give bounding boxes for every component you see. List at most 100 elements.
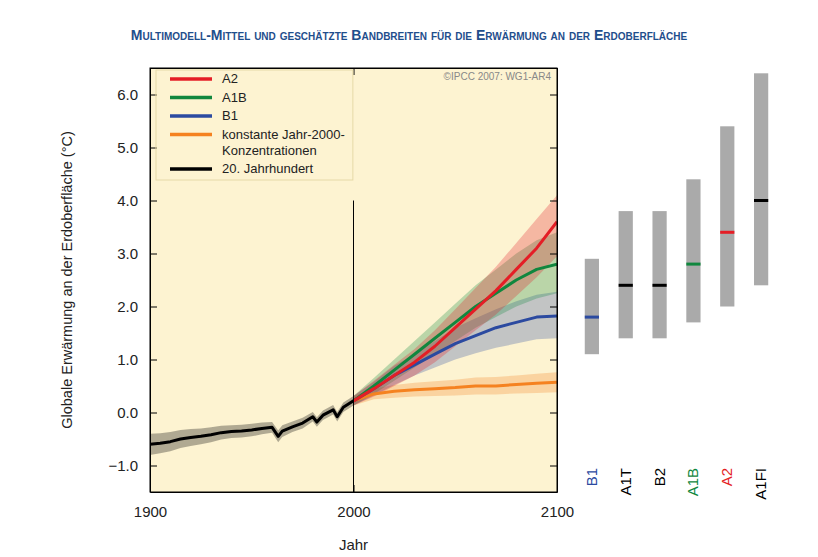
tick-mark: [550, 360, 557, 361]
category-label: A1FI: [752, 468, 769, 500]
legend-label-line: Konzentrationen: [222, 143, 317, 158]
tick: [550, 201, 557, 202]
tick-label: −1.0: [108, 457, 138, 474]
tick: [550, 148, 557, 149]
tick-label: 0.0: [117, 404, 138, 421]
uncertainty-band: [354, 195, 558, 405]
tick: [550, 307, 557, 308]
tick: 1900: [134, 485, 167, 520]
legend-swatch: [170, 167, 212, 171]
best-estimate: [686, 263, 700, 266]
tick-mark: [150, 68, 151, 75]
legend-label: 20. Jahrhundert: [222, 161, 313, 176]
tick-mark: [550, 413, 557, 414]
legend-label: B1: [222, 108, 238, 123]
plot-area: [150, 195, 557, 492]
tick-mark: [550, 254, 557, 255]
title: Multimodell-Mittel und geschätzte Bandbr…: [131, 27, 688, 43]
tick-mark: [150, 254, 157, 255]
y-axis-title: Globale Erwärmung an der Erdoberfläche (…: [59, 131, 75, 429]
tick: [550, 413, 557, 414]
axis: −1.0 0.0 1.0 2.0 3.0 4.0 5.0 6.0: [108, 69, 157, 493]
range-bar: [720, 126, 734, 306]
annotation: ©IPCC 2007: WG1-AR4: [444, 71, 552, 82]
tick-mark: [150, 413, 157, 414]
tick-mark: [150, 307, 157, 308]
legend-label-line: konstante Jahr-2000-: [222, 127, 345, 142]
tick-label: 6.0: [117, 86, 138, 103]
x-axis-title: Jahr: [339, 536, 368, 553]
axis: 1900 2000 2100: [134, 485, 574, 520]
legend-swatch: [170, 96, 212, 100]
axis-line: [557, 69, 558, 493]
tick-mark: [550, 148, 557, 149]
tick-mark: [550, 95, 557, 96]
divider-line: [353, 201, 354, 493]
legend-label: A1B: [222, 90, 247, 105]
tick: 5.0: [117, 139, 157, 156]
range-bar: [652, 211, 666, 338]
category-label: B2: [651, 468, 668, 486]
tick-mark: [354, 68, 355, 75]
category-label: A1T: [617, 468, 634, 496]
tick-label: 4.0: [117, 192, 138, 209]
legend-swatch: [170, 133, 212, 137]
tick: 6.0: [117, 86, 157, 103]
tick-label: 5.0: [117, 139, 138, 156]
tick: 0.0: [117, 404, 157, 421]
range-bar: [686, 179, 700, 322]
tick: [550, 95, 557, 96]
tick-mark: [557, 68, 558, 75]
tick-label: 1.0: [117, 351, 138, 368]
legend-label: konstante Jahr-2000-Konzentrationen: [222, 127, 345, 158]
tick: [550, 466, 557, 467]
legend: A2 A1B B1 konstante Jahr-2000-Konzentration…: [156, 70, 353, 180]
tick-mark: [550, 201, 557, 202]
legend-label-line: 20. Jahrhundert: [222, 161, 313, 176]
chart: Multimodell-Mittel und geschätzte Bandbr…: [0, 0, 818, 557]
axis-line: [151, 492, 558, 493]
tick-label: 2100: [541, 503, 574, 520]
axis-line: [150, 69, 151, 493]
axis: [550, 69, 558, 493]
category-label: A1B: [684, 468, 701, 496]
tick: 2.0: [117, 298, 157, 315]
best-estimate: [585, 316, 599, 319]
range-bar: [585, 259, 599, 354]
range-bar: [754, 73, 768, 285]
tick-mark: [550, 466, 557, 467]
legend-swatch: [170, 114, 212, 118]
range-bar: [619, 211, 633, 338]
plot-background: [150, 68, 557, 492]
best-estimate: [720, 231, 734, 234]
tick-mark: [150, 201, 157, 202]
tick: 2100: [541, 485, 574, 520]
tick-mark: [150, 466, 157, 467]
legend-swatch: [170, 77, 212, 81]
tick-label: 1900: [134, 503, 167, 520]
range-panel: B1 A1T B2 A1B A2 A1FI: [583, 73, 769, 499]
tick: [150, 68, 151, 75]
tick-mark: [150, 360, 157, 361]
tick-mark: [354, 485, 355, 492]
legend-label-line: A2: [222, 71, 238, 86]
legend-label-line: A1B: [222, 90, 247, 105]
tick-mark: [150, 485, 151, 492]
tick: 2000: [337, 485, 370, 520]
best-estimate: [619, 284, 633, 287]
series-line: [354, 222, 558, 401]
legend-label-line: B1: [222, 108, 238, 123]
tick: 4.0: [117, 192, 157, 209]
tick-label: 3.0: [117, 245, 138, 262]
best-estimate: [652, 284, 666, 287]
tick-label: 2.0: [117, 298, 138, 315]
tick: −1.0: [108, 457, 157, 474]
tick-label: 2000: [337, 503, 370, 520]
tick: [557, 68, 558, 75]
tick: 3.0: [117, 245, 157, 262]
legend-box: [156, 70, 353, 180]
tick: [550, 254, 557, 255]
category-label: A2: [718, 468, 735, 486]
tick: [550, 360, 557, 361]
category-label: B1: [583, 468, 600, 486]
